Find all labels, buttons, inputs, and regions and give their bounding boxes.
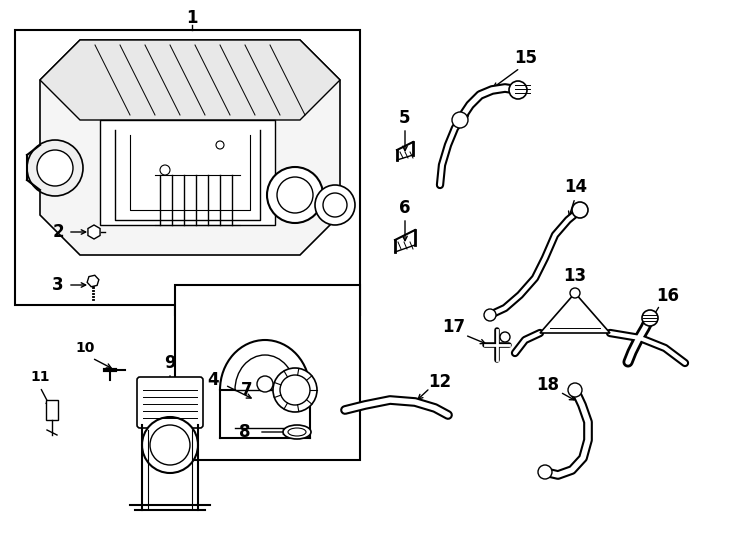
Polygon shape [540,293,610,333]
Text: 10: 10 [76,341,95,355]
Text: 12: 12 [429,373,451,391]
Circle shape [452,112,468,128]
Circle shape [642,310,658,326]
Text: 6: 6 [399,199,411,217]
Text: 1: 1 [186,9,197,27]
Text: 14: 14 [564,178,587,196]
Circle shape [267,167,323,223]
Text: 9: 9 [164,354,176,372]
Circle shape [315,185,355,225]
Circle shape [538,465,552,479]
Circle shape [568,383,582,397]
Text: 17: 17 [443,318,465,336]
Circle shape [142,417,198,473]
Circle shape [572,202,588,218]
Ellipse shape [283,425,311,439]
Text: 2: 2 [52,223,64,241]
Text: 4: 4 [207,371,219,389]
Circle shape [27,140,83,196]
Circle shape [484,309,496,321]
Text: 5: 5 [399,109,411,127]
Circle shape [280,375,310,405]
Circle shape [500,332,510,342]
Bar [100,120,275,225]
Circle shape [37,150,73,186]
Circle shape [216,141,224,149]
Circle shape [257,376,273,392]
Polygon shape [40,40,340,255]
Bar [175,285,360,460]
Ellipse shape [288,428,306,436]
Text: 13: 13 [564,267,586,285]
Text: 7: 7 [241,381,252,399]
Bar [46,400,58,420]
Text: 8: 8 [239,423,251,441]
Polygon shape [15,30,360,315]
Circle shape [150,425,190,465]
Circle shape [509,81,527,99]
Polygon shape [40,40,340,120]
Circle shape [277,177,313,213]
Circle shape [570,288,580,298]
Text: 16: 16 [656,287,680,305]
Text: 15: 15 [515,49,537,67]
FancyBboxPatch shape [137,377,203,428]
Circle shape [323,193,347,217]
Circle shape [160,165,170,175]
Circle shape [273,368,317,412]
Text: 11: 11 [30,370,50,384]
Text: 18: 18 [537,376,559,394]
Text: 3: 3 [52,276,64,294]
